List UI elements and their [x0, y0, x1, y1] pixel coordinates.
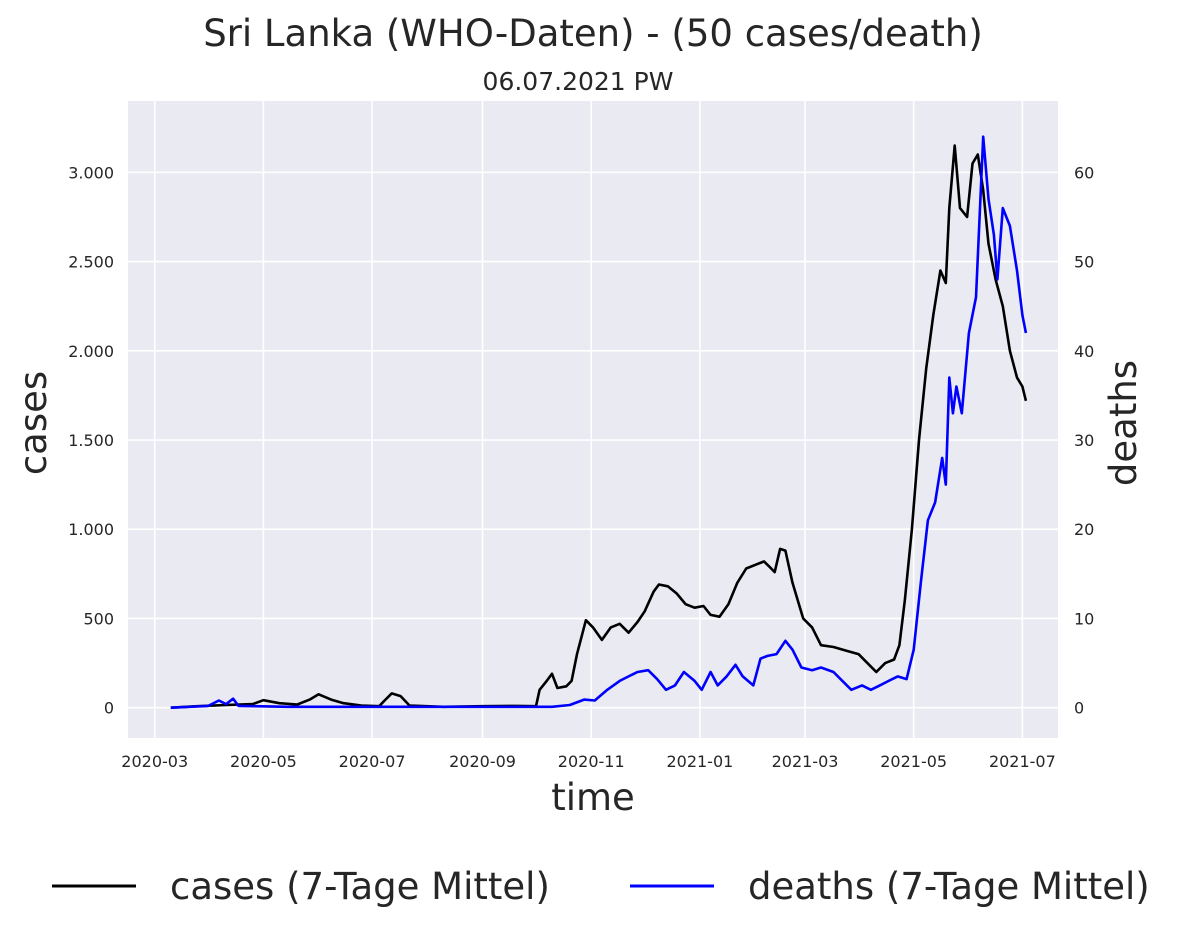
y-right-tick-label: 10	[1074, 609, 1094, 628]
y-right-tick-label: 20	[1074, 520, 1094, 539]
y-right-tick-label: 50	[1074, 253, 1094, 272]
cases-series-line	[170, 144, 1028, 709]
y-right-tick-label: 0	[1074, 699, 1084, 718]
legend-label-cases: cases (7-Tage Mittel)	[170, 865, 550, 908]
y-right-tick-label: 60	[1074, 163, 1094, 182]
x-axis-label: time	[551, 776, 635, 819]
x-tick-label: 2020-03	[121, 752, 188, 771]
x-tick-label: 2021-03	[772, 752, 839, 771]
x-tick-label: 2020-07	[339, 752, 406, 771]
y-left-tick-label: 1.000	[68, 520, 114, 539]
x-tick-label: 2021-07	[989, 752, 1056, 771]
y-left-tick-label: 2.500	[68, 253, 114, 272]
chart-subtitle: 06.07.2021 PW	[483, 67, 674, 96]
y-left-tick-label: 0	[104, 699, 114, 718]
plot-area: 2020-03 2020-05 2020-07 2020-09 2020-11 2021-…	[68, 101, 1094, 771]
chart-title: Sri Lanka (WHO-Daten) - (50 cases/death)	[203, 12, 983, 55]
x-tick-label: 2020-11	[558, 752, 625, 771]
x-tick-label: 2020-09	[449, 752, 516, 771]
x-tick-label: 2020-05	[230, 752, 297, 771]
y-axis-right-label: deaths	[1102, 360, 1145, 486]
legend-label-deaths: deaths (7-Tage Mittel)	[748, 865, 1150, 908]
y-left-tick-label: 500	[83, 609, 114, 628]
deaths-series-line	[170, 135, 1028, 709]
plot-background	[128, 101, 1058, 738]
x-tick-label: 2021-01	[666, 752, 733, 771]
y-left-tick-label: 3.000	[68, 163, 114, 182]
y-left-tick-label: 1.500	[68, 431, 114, 450]
y-axis-left-label: cases	[12, 371, 55, 475]
y-left-tick-label: 2.000	[68, 342, 114, 361]
x-tick-label: 2021-05	[880, 752, 947, 771]
y-right-tick-label: 40	[1074, 342, 1094, 361]
legend: cases (7-Tage Mittel) deaths (7-Tage Mitt…	[52, 865, 1150, 908]
y-right-tick-label: 30	[1074, 431, 1094, 450]
